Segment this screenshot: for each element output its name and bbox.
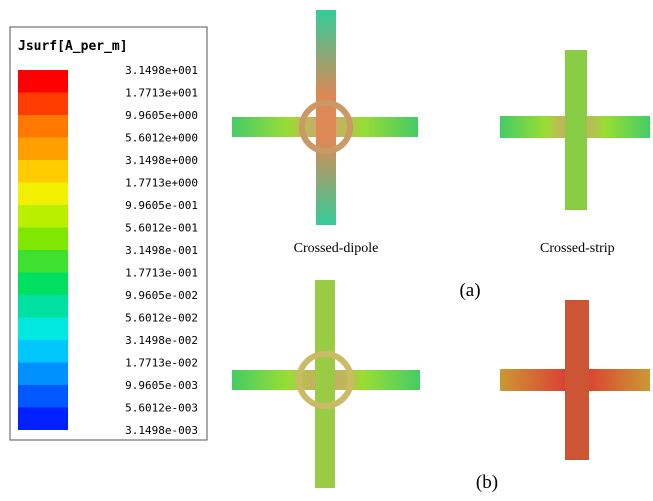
legend-swatch bbox=[18, 340, 68, 363]
legend-label: 5.6012e+000 bbox=[125, 132, 198, 145]
crossed-strip-b bbox=[500, 300, 650, 460]
legend-label: 3.1498e-001 bbox=[125, 244, 198, 257]
legend-swatch bbox=[18, 272, 68, 295]
legend-label: 1.7713e-002 bbox=[125, 357, 198, 370]
arm bbox=[565, 50, 587, 210]
ring bbox=[296, 351, 354, 409]
legend-swatch bbox=[18, 92, 68, 115]
legend-label: 3.1498e+000 bbox=[125, 154, 198, 167]
legend-title: Jsurf[A_per_m] bbox=[18, 39, 128, 54]
legend-swatch bbox=[18, 137, 68, 160]
legend-swatch bbox=[18, 160, 68, 183]
ring bbox=[299, 100, 353, 154]
panel-label: (a) bbox=[459, 280, 480, 301]
legend-label: 3.1498e+001 bbox=[125, 64, 198, 77]
legend-label: 3.1498e-003 bbox=[125, 424, 198, 437]
legend-swatch bbox=[18, 362, 68, 385]
legend-label: 5.6012e-001 bbox=[125, 222, 198, 235]
legend-label: 9.9605e-001 bbox=[125, 199, 198, 212]
legend-label: 1.7713e+001 bbox=[125, 87, 198, 100]
legend-label: 1.7713e-001 bbox=[125, 267, 198, 280]
legend-swatch bbox=[18, 250, 68, 273]
legend-label: 3.1498e-002 bbox=[125, 334, 198, 347]
arm bbox=[316, 10, 336, 225]
legend-label: 9.9605e-002 bbox=[125, 289, 198, 302]
panel-label: (b) bbox=[476, 472, 498, 493]
crossed-strip-a bbox=[500, 50, 650, 210]
legend-swatch bbox=[18, 70, 68, 93]
legend-label: 1.7713e+000 bbox=[125, 177, 198, 190]
legend-swatch bbox=[18, 317, 68, 340]
caption: Crossed-dipole bbox=[294, 241, 379, 256]
legend-swatch bbox=[18, 385, 68, 408]
legend-swatch bbox=[18, 205, 68, 228]
arm bbox=[565, 300, 589, 460]
legend-swatch bbox=[18, 115, 68, 138]
legend-swatch bbox=[18, 407, 68, 430]
caption: Crossed-strip bbox=[540, 241, 615, 256]
legend-swatch bbox=[18, 295, 68, 318]
crossed-dipole-a bbox=[232, 10, 418, 225]
legend-swatch bbox=[18, 227, 68, 250]
crossed-dipole-b bbox=[232, 280, 420, 488]
legend: Jsurf[A_per_m] 3.1498e+001 1.7713e+001 9.9… bbox=[9, 26, 208, 441]
legend-swatch bbox=[18, 182, 68, 205]
legend-label: 9.9605e+000 bbox=[125, 109, 198, 122]
legend-label: 9.9605e-003 bbox=[125, 379, 198, 392]
arm bbox=[315, 280, 335, 488]
legend-label: 5.6012e-003 bbox=[125, 402, 198, 415]
legend-label: 5.6012e-002 bbox=[125, 312, 198, 325]
